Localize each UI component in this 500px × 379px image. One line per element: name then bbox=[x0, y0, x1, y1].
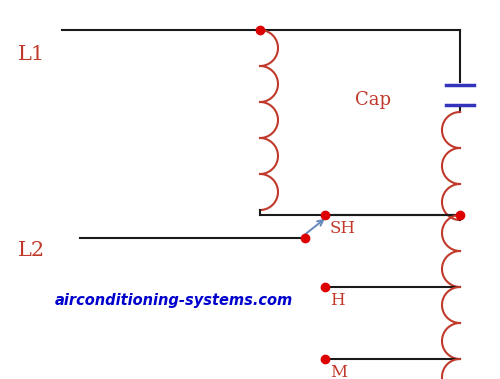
Text: SH: SH bbox=[330, 220, 356, 237]
Text: M: M bbox=[330, 364, 347, 379]
Text: L2: L2 bbox=[18, 241, 45, 260]
Text: L1: L1 bbox=[18, 45, 45, 64]
Text: H: H bbox=[330, 292, 344, 309]
Text: Cap: Cap bbox=[355, 91, 391, 109]
Text: airconditioning-systems.com: airconditioning-systems.com bbox=[55, 293, 293, 308]
